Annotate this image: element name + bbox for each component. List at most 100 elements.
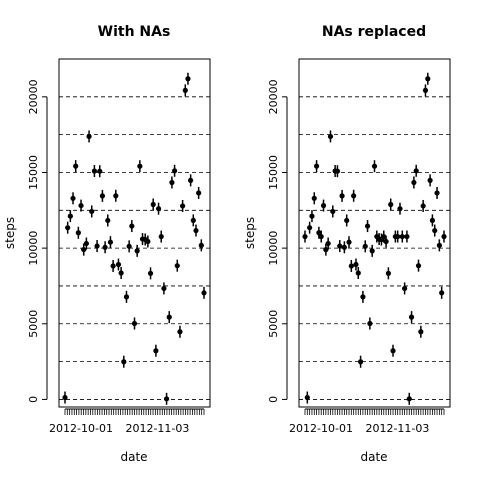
data-point [422, 87, 429, 93]
data-point [153, 348, 159, 354]
data-point [318, 233, 324, 240]
data-point [307, 225, 313, 231]
data-point [190, 217, 196, 223]
data-point [406, 396, 412, 402]
y-tick-label: 0 [267, 396, 280, 403]
y-tick-label: 15000 [267, 155, 280, 190]
x-tick-label: 2012-11-03 [365, 422, 429, 435]
y-axis-label: steps [243, 217, 257, 249]
data-point [126, 243, 132, 249]
gridlines [299, 96, 450, 400]
y-tick-label: 20000 [27, 79, 40, 114]
data-point [169, 179, 175, 186]
data-point [121, 359, 127, 365]
data-point [129, 223, 135, 229]
x-tick-label: 2012-10-01 [289, 422, 353, 435]
data-point [131, 320, 138, 327]
data-point [420, 203, 426, 209]
x-tick-label: 2012-10-01 [49, 422, 113, 435]
data-point [425, 76, 431, 82]
data-point [155, 206, 162, 212]
data-point [304, 394, 310, 401]
plot-frame [298, 58, 451, 408]
data-points [302, 72, 447, 405]
data-point [115, 261, 122, 268]
data-point [334, 168, 341, 174]
data-point [367, 320, 373, 327]
data-point [415, 263, 422, 269]
data-point [358, 359, 364, 365]
data-point [355, 270, 361, 276]
data-point [65, 225, 71, 231]
data-point [371, 163, 378, 169]
data-point [193, 227, 199, 234]
data-point [348, 263, 354, 269]
data-point [110, 263, 116, 269]
y-tick-label: 5000 [267, 310, 280, 338]
data-point [67, 213, 73, 219]
data-point [351, 193, 357, 199]
x-axis-label: date [120, 450, 147, 464]
x-axis: 2012-10-01 2012-11-03 [49, 408, 205, 435]
data-point [399, 233, 405, 240]
data-point [91, 168, 98, 174]
data-point [441, 233, 447, 240]
x-axis: 2012-10-01 2012-11-03 [289, 408, 445, 435]
data-point [309, 213, 315, 219]
data-point [364, 223, 371, 229]
y-tick-label: 15000 [27, 155, 40, 190]
data-point [316, 230, 322, 236]
data-point [83, 240, 89, 247]
data-point [161, 285, 167, 292]
data-point [182, 87, 188, 93]
data-point [418, 329, 424, 335]
y-axis-label: steps [3, 217, 17, 249]
chart-title: NAs replaced [322, 24, 426, 40]
data-point [196, 190, 202, 196]
data-point [339, 193, 345, 199]
chart-panel-with-nas: With NAs 0 5000 10000 15000 20000 2012-10-01… [3, 24, 211, 464]
data-point [198, 242, 204, 248]
x-tick-label: 2012-11-03 [125, 422, 189, 435]
data-point [73, 163, 79, 169]
data-points [62, 72, 207, 405]
data-point [436, 242, 442, 248]
data-point [397, 206, 403, 212]
data-point [118, 270, 124, 276]
data-point [137, 163, 143, 169]
data-point [313, 163, 320, 169]
data-point [150, 201, 156, 208]
data-point [163, 396, 170, 402]
data-point [188, 177, 194, 183]
y-axis: 0 5000 10000 15000 20000 [267, 79, 288, 403]
data-point [62, 394, 68, 401]
data-point [75, 230, 81, 236]
chart-title: With NAs [98, 24, 171, 40]
data-point [145, 238, 151, 245]
data-point [185, 76, 191, 82]
data-point [174, 263, 180, 269]
data-point [201, 290, 207, 296]
data-point [134, 248, 140, 254]
data-point [432, 227, 438, 234]
data-point [81, 247, 87, 253]
data-point [402, 285, 408, 292]
data-point [99, 193, 106, 199]
data-point [390, 348, 396, 354]
data-point [320, 202, 327, 209]
data-point [171, 168, 178, 174]
data-point [429, 217, 436, 223]
data-point [311, 195, 317, 201]
data-point [439, 290, 445, 296]
data-point [102, 244, 108, 250]
data-point [362, 243, 368, 249]
data-point [70, 195, 76, 201]
data-point [408, 314, 415, 320]
data-point [360, 294, 366, 300]
data-point [385, 270, 391, 276]
data-point [89, 208, 95, 215]
data-point [427, 177, 433, 183]
y-axis: 0 5000 10000 15000 20000 [27, 79, 48, 403]
data-point [327, 133, 334, 140]
